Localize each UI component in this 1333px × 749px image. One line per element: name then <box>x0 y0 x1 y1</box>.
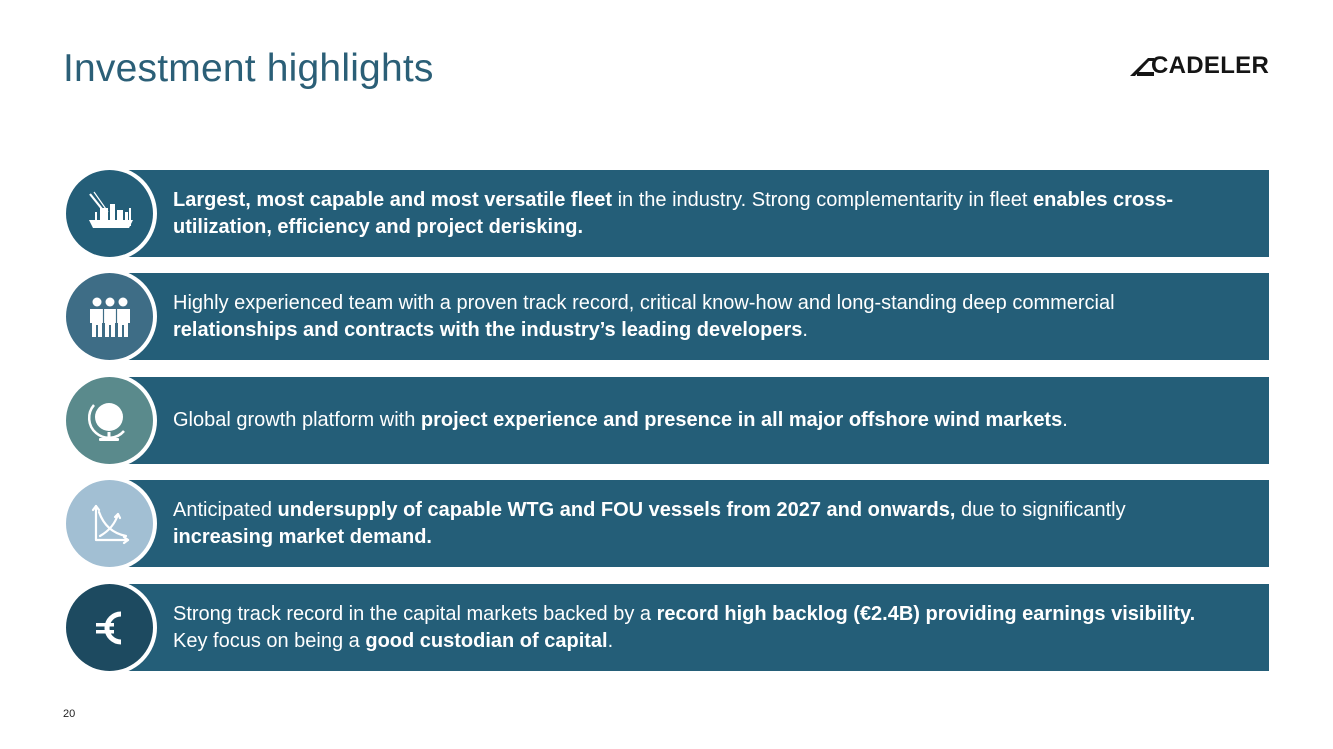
euro-icon <box>95 611 121 644</box>
text-segment: project experience and presence in all m… <box>420 409 1063 431</box>
logo-text: CADELER <box>1151 52 1270 79</box>
highlight-text: Anticipated undersupply of capable WTG a… <box>173 480 1229 567</box>
team-icon <box>89 297 130 337</box>
highlight-icon-circle <box>66 584 153 671</box>
text-segment: in the industry. Strong complementarity … <box>612 188 1033 211</box>
page-title: Investment highlights <box>63 47 434 90</box>
text-segment: Global growth platform with <box>173 409 421 431</box>
highlight-text: Highly experienced team with a proven tr… <box>173 273 1229 360</box>
highlight-row-fleet: Largest, most capable and most versatile… <box>66 170 1269 257</box>
highlight-text: Global growth platform with project expe… <box>173 377 1229 464</box>
highlight-bar <box>128 480 1269 567</box>
text-segment: enables cross-utilization, efficiency an… <box>173 188 1174 238</box>
highlight-bar <box>128 584 1269 671</box>
highlight-icon-circle <box>66 170 153 257</box>
offshore-vessel-icon <box>88 191 133 228</box>
highlight-row-undersupply: Anticipated undersupply of capable WTG a… <box>66 480 1269 567</box>
text-segment: Strong track record in the capital marke… <box>173 602 657 625</box>
text-segment: . <box>607 629 614 652</box>
text-segment: good custodian of capital <box>365 629 608 652</box>
text-segment: Anticipated <box>173 498 278 521</box>
text-segment: . <box>802 318 808 341</box>
highlight-row-team: Highly experienced team with a proven tr… <box>66 273 1269 360</box>
text-segment: record high backlog (€2.4B) providing ea… <box>656 602 1196 625</box>
text-segment: . <box>1062 409 1068 431</box>
highlight-row-global: Global growth platform with project expe… <box>66 377 1269 464</box>
highlight-icon-circle <box>66 273 153 360</box>
text-segment: relationships and contracts with the ind… <box>173 318 803 341</box>
company-logo: CADELER <box>1128 52 1269 80</box>
highlight-bar <box>128 273 1269 360</box>
text-segment: increasing market demand. <box>173 525 432 548</box>
highlight-text: Strong track record in the capital marke… <box>173 584 1229 671</box>
supply-demand-chart-icon <box>91 504 129 544</box>
highlight-bar <box>128 377 1269 464</box>
highlight-bar <box>128 170 1269 257</box>
text-segment: undersupply of capable WTG and FOU vesse… <box>277 498 956 521</box>
highlight-row-capital: Strong track record in the capital marke… <box>66 584 1269 671</box>
page-number: 20 <box>63 708 76 720</box>
highlight-icon-circle <box>66 377 153 464</box>
text-segment: Largest, most capable and most versatile… <box>173 188 613 211</box>
text-segment: Key focus on being a <box>173 629 366 652</box>
highlight-text: Largest, most capable and most versatile… <box>173 170 1229 257</box>
logo-mark-icon <box>1130 58 1154 76</box>
text-segment: due to significantly <box>955 498 1126 521</box>
text-segment: Highly experienced team with a proven tr… <box>173 291 1115 314</box>
highlight-icon-circle <box>66 480 153 567</box>
globe-icon <box>87 402 125 441</box>
